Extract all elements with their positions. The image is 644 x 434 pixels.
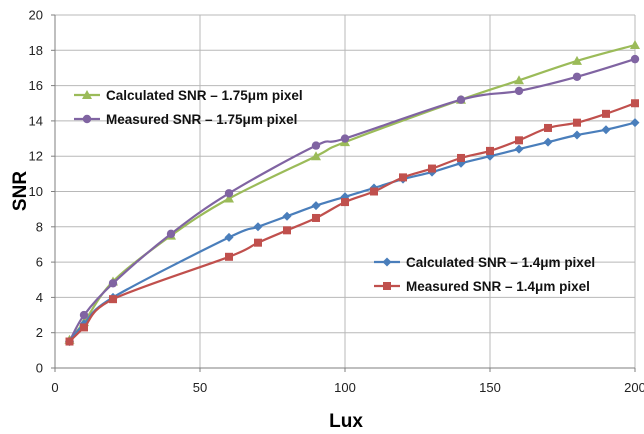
y-axis-title: SNR: [10, 171, 31, 211]
data-point-square: [80, 323, 88, 332]
data-point-square: [283, 226, 291, 235]
data-point-circle: [456, 95, 466, 104]
data-point-triangle: [311, 151, 321, 161]
legend-marker-triangle: [82, 90, 92, 99]
data-point-square: [631, 99, 639, 108]
legend-entry: Calculated SNR – 1.4μm pixel: [374, 255, 595, 270]
legend-marker-square: [383, 282, 391, 290]
y-tick-label: 14: [29, 113, 43, 128]
legend-entry: Measured SNR – 1.4μm pixel: [374, 279, 590, 294]
data-point-square: [225, 252, 233, 261]
legend-label: Calculated SNR – 1.75μm pixel: [106, 88, 303, 103]
data-point-diamond: [543, 137, 553, 147]
legend-label: Measured SNR – 1.4μm pixel: [406, 279, 590, 294]
data-point-square: [486, 146, 494, 155]
data-point-circle: [630, 54, 640, 64]
data-point-square: [602, 109, 610, 118]
series-square-group: [65, 99, 639, 346]
legend-label: Calculated SNR – 1.4μm pixel: [406, 255, 595, 270]
legend: Calculated SNR – 1.75μm pixel Measured SN…: [74, 88, 595, 294]
data-point-circle: [514, 86, 524, 96]
x-tick-label: 100: [334, 380, 356, 395]
series-line: [68, 121, 637, 343]
data-point-diamond: [253, 222, 263, 232]
data-point-circle: [572, 72, 582, 81]
legend-entry: Calculated SNR – 1.75μm pixel: [74, 88, 303, 103]
y-tick-label: 2: [36, 325, 43, 340]
axes: [51, 14, 636, 372]
data-point-square: [428, 164, 436, 173]
data-point-diamond: [601, 125, 611, 135]
x-axis-title: Lux: [329, 411, 363, 432]
tick-labels: 0 50 100 150 200 0 2 4 6 8 10 12 14 16 18 20: [29, 8, 644, 396]
data-point-triangle: [572, 55, 582, 65]
data-point-circle: [108, 279, 118, 288]
series-diamond-group: [65, 118, 640, 347]
legend-marker-circle: [82, 114, 92, 124]
y-tick-label: 12: [29, 149, 43, 164]
y-tick-label: 20: [29, 8, 43, 23]
data-point-diamond: [514, 144, 524, 154]
data-point-square: [109, 295, 117, 304]
data-point-triangle: [630, 40, 640, 50]
x-tick-label: 200: [624, 380, 644, 395]
data-point-circle: [79, 310, 89, 320]
data-point-square: [399, 173, 407, 182]
data-point-square: [341, 198, 349, 207]
x-tick-label: 150: [479, 380, 501, 395]
data-point-square: [370, 187, 378, 196]
data-point-square: [573, 118, 581, 127]
data-point-triangle: [224, 193, 234, 203]
data-point-square: [312, 213, 320, 222]
grid: [55, 14, 636, 368]
x-tick-label: 50: [193, 380, 207, 395]
series-circle-group: [65, 54, 640, 346]
data-point-square: [515, 136, 523, 145]
data-point-square: [65, 337, 74, 346]
data-point-circle: [166, 229, 176, 239]
data-point-diamond: [282, 211, 292, 221]
x-tick-label: 0: [51, 380, 58, 395]
data-point-circle: [311, 141, 321, 150]
data-point-square: [544, 123, 552, 132]
data-point-circle: [224, 189, 234, 198]
y-tick-label: 16: [29, 78, 43, 93]
data-point-triangle: [514, 75, 524, 85]
y-tick-label: 4: [36, 290, 43, 305]
legend-label: Measured SNR – 1.75μm pixel: [106, 112, 297, 127]
data-point-diamond: [311, 201, 321, 211]
y-tick-label: 8: [36, 219, 43, 234]
y-tick-label: 10: [29, 184, 43, 199]
data-point-diamond: [630, 118, 640, 128]
y-tick-label: 0: [36, 361, 43, 376]
data-point-diamond: [224, 232, 234, 242]
series-layer: [64, 40, 640, 347]
legend-entry: Measured SNR – 1.75μm pixel: [74, 112, 297, 127]
data-point-square: [457, 153, 465, 162]
y-tick-label: 18: [29, 43, 43, 58]
data-point-square: [254, 238, 262, 247]
data-point-diamond: [572, 130, 582, 140]
legend-marker-diamond: [382, 257, 392, 267]
y-tick-label: 6: [36, 255, 43, 270]
data-point-circle: [340, 134, 350, 143]
